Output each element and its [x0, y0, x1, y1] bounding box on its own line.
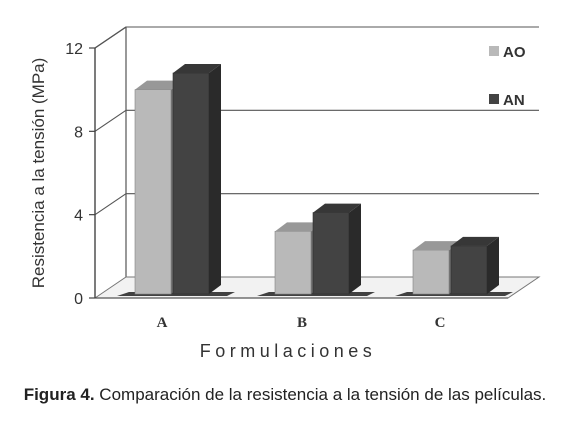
bar-side	[487, 236, 499, 294]
legend-swatch-AN	[489, 94, 499, 104]
y-axis-label: Resistencia a la tensión (MPa)	[29, 58, 48, 289]
gridline-side	[94, 109, 127, 132]
caption-text: Comparación de la resistencia a la tensi…	[99, 385, 547, 404]
chart-svg: 0 4 8 12 A B C AO AN Resistencia a la tensión (…	[29, 26, 541, 361]
bar-AN-C	[450, 236, 499, 295]
bar-front	[134, 89, 172, 295]
bar-side	[349, 203, 361, 294]
bar-side	[209, 64, 221, 294]
x-axis-label: Formulaciones	[200, 341, 377, 361]
y-tick-label: 12	[65, 41, 83, 58]
bar-front	[450, 245, 488, 295]
gridline-side	[94, 26, 127, 49]
bar-top	[451, 236, 499, 246]
bar-front	[172, 72, 210, 295]
legend-label-AN: AN	[503, 92, 525, 109]
legend-label-AO: AO	[503, 44, 526, 61]
x-tick-label: C	[435, 315, 446, 331]
bar-top	[413, 241, 461, 251]
bar-top	[173, 64, 221, 73]
x-tick-label: A	[157, 315, 168, 331]
bar-top	[275, 222, 323, 232]
bar-front	[312, 212, 350, 295]
figure-caption: Figura 4. Comparación de la resistencia …	[0, 383, 570, 407]
y-tick-label: 8	[74, 124, 83, 141]
caption-label: Figura 4.	[23, 385, 95, 404]
bar-front	[274, 231, 312, 295]
x-tick-label: B	[297, 315, 307, 331]
bar-top	[135, 80, 183, 90]
bar-front	[412, 249, 450, 295]
gridline-side	[94, 193, 127, 216]
bar-AN-A	[172, 64, 221, 295]
y-tick-label: 0	[74, 291, 83, 308]
bar-top	[313, 203, 361, 213]
bar-chart: 0 4 8 12 A B C AO AN Resistencia a la tensión (…	[29, 26, 541, 361]
bar-AN-B	[312, 203, 361, 295]
y-tick-label: 4	[74, 208, 83, 225]
legend-swatch-AO	[489, 46, 499, 56]
